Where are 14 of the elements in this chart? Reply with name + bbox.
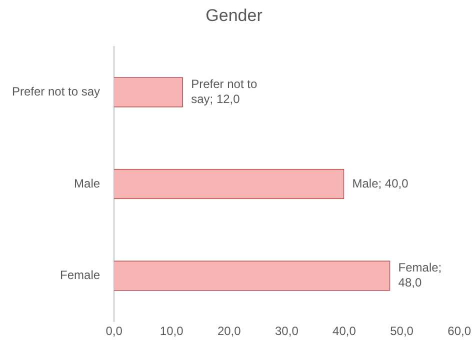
chart-title: Gender — [206, 6, 263, 25]
x-tick-label: 10,0 — [160, 324, 184, 338]
y-tick-label: Female — [60, 268, 100, 282]
y-tick-label: Male — [74, 176, 100, 190]
y-tick-label: Prefer not to say — [12, 84, 100, 99]
x-tick-label: 40,0 — [332, 324, 356, 338]
data-label: Female; 48,0 — [398, 260, 442, 290]
x-tick-label: 30,0 — [275, 324, 299, 338]
x-tick-label: 60,0 — [448, 324, 472, 338]
data-label: Male; 40,0 — [352, 176, 409, 190]
x-tick-label: 20,0 — [217, 324, 242, 338]
x-tick-label: 0,0 — [106, 324, 123, 338]
x-tick-label: 50,0 — [390, 324, 414, 338]
data-label: Prefer not to say; 12,0 — [191, 77, 258, 106]
